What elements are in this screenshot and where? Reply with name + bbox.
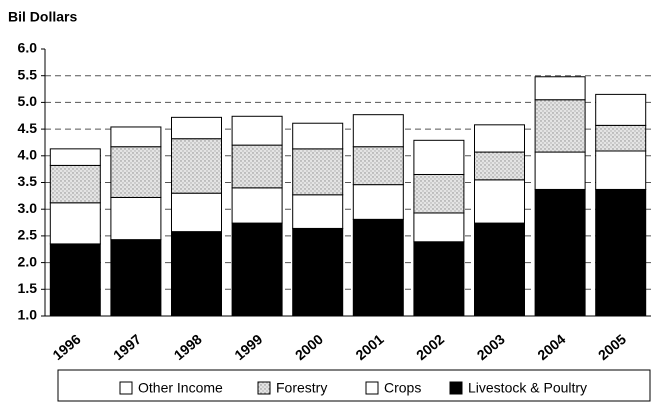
bar-segment: [171, 138, 222, 194]
bar-segment: [413, 139, 465, 175]
bar-segment: [595, 150, 647, 190]
bar-segment: [474, 222, 525, 317]
legend-swatch: [449, 381, 463, 395]
legend-label: Livestock & Poultry: [468, 380, 587, 396]
bar-segment: [292, 194, 344, 229]
x-tick-label: 1997: [110, 331, 144, 363]
y-axis-label: Bil Dollars: [8, 9, 77, 25]
y-tick-label: 5.5: [18, 66, 38, 82]
bar-segment: [231, 222, 283, 317]
bar-segment: [49, 202, 101, 245]
x-tick-label: 2004: [534, 331, 568, 363]
x-tick-label: 2005: [595, 331, 629, 363]
x-tick-label: 2001: [352, 331, 386, 363]
bar-segment: [110, 239, 162, 317]
legend-box: [57, 369, 651, 402]
bar-segment: [49, 148, 101, 166]
bar-segment: [49, 243, 101, 317]
bar-segment: [474, 151, 525, 181]
bar-segment: [292, 227, 344, 317]
y-tick-label: 3.0: [18, 200, 38, 216]
bar-segment: [474, 124, 525, 153]
y-tick-label: 5.0: [18, 93, 38, 109]
legend-label: Forestry: [276, 380, 327, 396]
bar-segment: [171, 231, 222, 317]
y-tick-label: 1.5: [18, 280, 38, 296]
y-tick-label: 2.5: [18, 227, 38, 243]
bar-segment: [534, 188, 586, 317]
bar-segment: [292, 148, 344, 196]
bar-segment: [231, 144, 283, 189]
y-tick-label: 1.0: [18, 307, 38, 323]
y-tick-label: 3.5: [18, 173, 38, 189]
bar-segment: [413, 173, 465, 214]
x-tick-label: 2003: [474, 331, 508, 363]
x-tick-label: 1998: [171, 331, 205, 363]
bar-segment: [534, 151, 586, 190]
x-tick-label: 2000: [292, 331, 326, 363]
legend-label: Crops: [384, 380, 421, 396]
bar-segment: [352, 218, 404, 317]
bar-segment: [110, 146, 162, 198]
bar-segment: [352, 114, 404, 148]
bar-segment: [292, 122, 344, 150]
legend-swatch: [257, 381, 271, 395]
legend-swatch: [119, 381, 133, 395]
x-tick-label: 1999: [231, 331, 265, 363]
y-tick-label: 4.5: [18, 120, 38, 136]
legend-label: Other Income: [138, 380, 223, 396]
bar-segment: [352, 146, 404, 186]
bar-segment: [474, 179, 525, 224]
bar-segment: [413, 212, 465, 243]
bar-segment: [231, 187, 283, 224]
bar-segment: [110, 196, 162, 241]
bar-segment: [171, 116, 222, 140]
bar-segment: [231, 115, 283, 146]
bar-segment: [534, 76, 586, 101]
y-tick-label: 2.0: [18, 253, 38, 269]
bar-segment: [534, 99, 586, 153]
y-tick-label: 6.0: [18, 40, 38, 56]
bar-segment: [595, 188, 647, 317]
bar-segment: [352, 184, 404, 220]
bar-segment: [595, 124, 647, 152]
y-tick-label: 4.0: [18, 147, 38, 163]
x-tick-label: 1996: [49, 331, 83, 363]
legend-swatch: [365, 381, 379, 395]
bar-segment: [595, 93, 647, 126]
bar-segment: [110, 126, 162, 148]
x-tick-label: 2002: [413, 331, 447, 363]
bar-segment: [413, 241, 465, 317]
bar-segment: [171, 192, 222, 233]
bar-segment: [49, 164, 101, 204]
